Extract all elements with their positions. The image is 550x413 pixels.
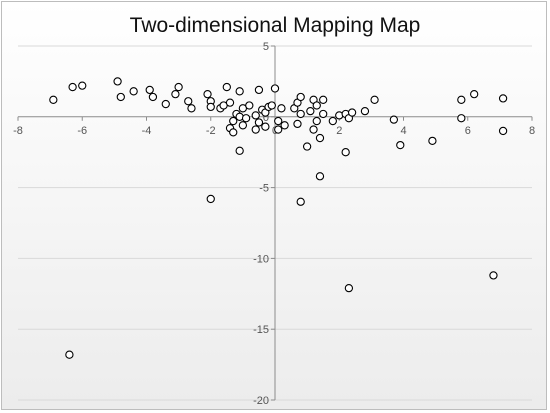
data-point bbox=[267, 101, 276, 110]
data-point bbox=[274, 116, 283, 126]
x-tick-label: -8 bbox=[13, 125, 23, 137]
data-point bbox=[347, 108, 357, 117]
data-point bbox=[498, 126, 508, 136]
data-point bbox=[344, 283, 354, 293]
data-point bbox=[312, 116, 321, 126]
x-tick-label: 8 bbox=[529, 125, 535, 137]
x-tick-label: 4 bbox=[400, 125, 406, 137]
data-point bbox=[396, 140, 405, 150]
data-point bbox=[116, 92, 125, 102]
data-point bbox=[251, 111, 260, 120]
data-point bbox=[457, 95, 466, 104]
data-point bbox=[302, 142, 312, 151]
y-tick-label: 0 bbox=[263, 112, 269, 124]
data-point bbox=[206, 102, 215, 112]
axes bbox=[17, 45, 533, 401]
data-point bbox=[315, 172, 325, 181]
data-point bbox=[203, 89, 212, 99]
data-point bbox=[254, 118, 264, 127]
data-point bbox=[296, 197, 305, 206]
data-point bbox=[319, 109, 328, 119]
data-point bbox=[293, 119, 302, 129]
x-tick-label: -2 bbox=[206, 125, 216, 137]
data-point bbox=[184, 97, 193, 106]
data-point bbox=[254, 85, 264, 95]
data-point bbox=[65, 350, 74, 359]
data-point bbox=[296, 92, 305, 102]
data-point bbox=[113, 77, 122, 86]
data-point bbox=[309, 125, 318, 134]
x-tick-label: -6 bbox=[77, 125, 87, 137]
data-point bbox=[78, 81, 87, 90]
data-point bbox=[389, 115, 399, 124]
y-tick-label: -15 bbox=[253, 324, 269, 336]
data-point bbox=[229, 116, 238, 126]
data-point bbox=[187, 104, 196, 113]
data-point bbox=[235, 146, 244, 155]
data-point bbox=[498, 94, 508, 103]
data-point bbox=[261, 122, 270, 131]
data-point bbox=[174, 82, 183, 92]
data-point bbox=[457, 114, 466, 123]
x-tick-label: 2 bbox=[336, 125, 342, 137]
data-point bbox=[245, 101, 254, 110]
data-point bbox=[225, 98, 235, 107]
tick-labels: -8-6-4-20246850-5-10-15-20 bbox=[13, 41, 535, 407]
data-point bbox=[370, 95, 379, 104]
data-point bbox=[145, 85, 154, 95]
data-point bbox=[270, 84, 280, 93]
data-point bbox=[296, 109, 305, 119]
data-point bbox=[315, 133, 325, 143]
data-point bbox=[222, 82, 231, 92]
data-point bbox=[306, 106, 315, 116]
data-point bbox=[277, 104, 286, 113]
y-tick-label: 5 bbox=[263, 41, 269, 53]
data-point bbox=[68, 82, 77, 92]
data-point bbox=[274, 125, 283, 134]
data-point bbox=[238, 121, 248, 130]
data-point bbox=[241, 114, 251, 123]
data-point bbox=[229, 128, 238, 137]
x-tick-label: 6 bbox=[465, 125, 471, 137]
data-point bbox=[328, 116, 337, 126]
data-point bbox=[360, 106, 370, 116]
data-point bbox=[280, 121, 289, 130]
data-point bbox=[489, 271, 498, 280]
chart-title: Two-dimensional Mapping Map bbox=[129, 14, 421, 37]
data-point bbox=[171, 89, 180, 99]
data-point bbox=[206, 194, 215, 204]
x-tick-label: -4 bbox=[142, 125, 152, 137]
y-tick-label: -5 bbox=[259, 183, 269, 195]
data-points bbox=[49, 77, 508, 359]
data-point bbox=[428, 136, 437, 146]
y-tick-label: -10 bbox=[253, 253, 269, 265]
data-point bbox=[161, 99, 170, 109]
data-point bbox=[49, 95, 58, 104]
data-point bbox=[312, 101, 321, 110]
data-point bbox=[251, 125, 260, 134]
data-point bbox=[129, 87, 138, 96]
y-tick-label: -20 bbox=[253, 395, 269, 407]
data-point bbox=[470, 89, 479, 99]
data-point bbox=[341, 148, 350, 157]
data-point bbox=[148, 92, 158, 102]
data-point bbox=[319, 95, 328, 104]
data-point bbox=[235, 87, 244, 96]
